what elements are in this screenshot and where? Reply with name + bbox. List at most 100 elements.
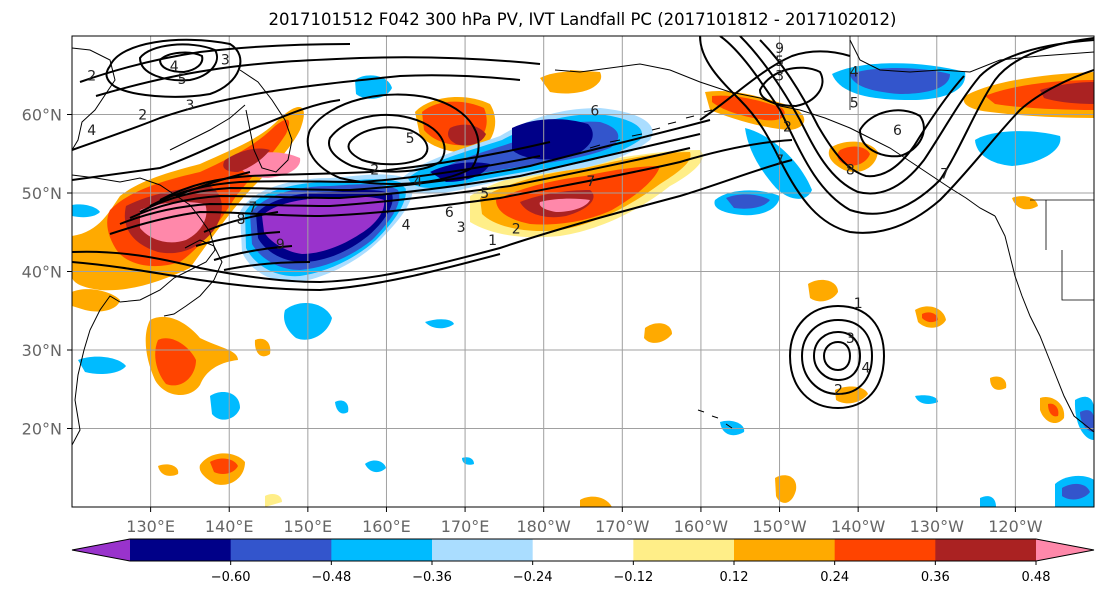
asia-coastline	[72, 47, 116, 151]
latitude-label: 20°N	[22, 420, 62, 439]
longitude-label: 180°W	[517, 517, 572, 536]
negative-anomaly-region	[975, 131, 1061, 166]
ivt-contour	[719, 36, 1094, 215]
contour-label: 2	[87, 68, 96, 84]
colorbar-tick-label: 0.24	[820, 570, 849, 585]
ivt-contour	[822, 340, 852, 372]
ivt-contour	[72, 74, 521, 151]
latitude-label: 30°N	[22, 341, 62, 360]
ivt-contour	[175, 171, 311, 271]
contour-label: 3	[775, 68, 784, 84]
longitude-label: 170°E	[441, 517, 490, 536]
longitude-label: 140°E	[205, 517, 254, 536]
contour-label: 1	[488, 233, 497, 249]
kamchatka-coastline	[239, 69, 293, 173]
colorbar-tick-label: −0.12	[613, 570, 653, 585]
colorbar-tick-label: 0.36	[921, 570, 950, 585]
contour-label: 3	[185, 98, 194, 114]
ivt-contour	[149, 155, 541, 207]
positive-anomaly-region	[835, 386, 868, 404]
contour-label: 5	[178, 72, 187, 88]
positive-anomaly-region	[448, 124, 486, 146]
north-america-coastline	[994, 215, 1094, 433]
contour-label: 3	[221, 53, 230, 69]
colorbar-segment	[834, 539, 936, 561]
contour-label: 6	[893, 123, 902, 139]
contour-label: 2	[512, 221, 521, 237]
contour-label: 5	[480, 186, 489, 202]
hawaii-islands	[697, 409, 733, 429]
colorbar-extend-high	[1036, 539, 1094, 561]
colorbar-segment	[432, 539, 534, 561]
negative-anomaly-region	[425, 319, 454, 329]
japan-coastline	[163, 239, 223, 317]
positive-anomaly-region	[210, 458, 238, 474]
latitude-label: 50°N	[22, 184, 62, 203]
negative-anomaly-region	[335, 400, 349, 414]
colorbar-segment	[935, 539, 1037, 561]
contour-label: 6	[590, 104, 599, 120]
ivt-contour	[699, 36, 1094, 234]
positive-anomaly-region	[837, 146, 870, 166]
longitude-label: 150°E	[284, 517, 333, 536]
positive-anomaly-region	[539, 198, 590, 212]
positive-anomaly-region	[580, 496, 612, 507]
contour-label: 7	[586, 174, 595, 190]
colorbar-segment	[230, 539, 332, 561]
map-title: 2017101512 F042 300 hPa PV, IVT Landfall…	[268, 10, 897, 29]
colorbar-segment	[734, 539, 836, 561]
ivt-contours	[72, 36, 1094, 410]
negative-anomaly-region	[262, 196, 385, 254]
colorbar-tick-label: −0.36	[412, 570, 452, 585]
colorbar-tick-label: 0.12	[720, 570, 749, 585]
positive-anomaly-region	[922, 312, 938, 323]
colorbar-tick-label: −0.48	[311, 570, 351, 585]
negative-anomaly-region	[1062, 483, 1090, 500]
negative-anomaly-region	[365, 460, 386, 473]
positive-anomaly-region	[254, 338, 271, 357]
positive-anomaly-region	[265, 494, 282, 507]
contour-label: 4	[413, 174, 422, 190]
positive-anomaly-region	[1012, 196, 1038, 210]
colorbar-segment	[331, 539, 433, 561]
colorbar-outline	[71, 538, 1095, 562]
contour-label: 4	[170, 59, 179, 75]
ivt-contour	[759, 39, 965, 178]
contour-label: 4	[87, 123, 96, 139]
longitude-label: 150°W	[752, 517, 807, 536]
colorbar-extend-low	[72, 539, 130, 561]
ivt-contour	[72, 159, 793, 284]
colorbar-segment	[633, 539, 735, 561]
positive-anomaly-region	[1048, 403, 1059, 417]
ivt-contour	[739, 36, 1094, 195]
negative-anomaly-region	[1080, 410, 1094, 432]
contour-label: 5	[775, 54, 784, 70]
positive-anomaly-region	[570, 70, 602, 89]
positive-anomaly-region	[808, 279, 838, 302]
contour-label: 1	[854, 296, 863, 312]
political-borders	[849, 36, 1094, 301]
ivt-contour	[95, 56, 541, 97]
colorbar-tick-label: −0.24	[513, 570, 553, 585]
ivt-contour	[72, 253, 501, 292]
contour-label: 4	[862, 360, 871, 376]
aleutian-islands	[589, 109, 713, 149]
contour-label: 8	[846, 162, 855, 178]
ivt-contour	[129, 133, 701, 219]
positive-anomaly-region	[72, 289, 120, 312]
ivt-contour	[119, 147, 691, 225]
longitude-label: 170°W	[595, 517, 650, 536]
ivt-contour	[138, 43, 218, 82]
negative-anomaly-region	[980, 496, 996, 507]
colorbar-segment	[130, 539, 232, 561]
ivt-contour	[347, 126, 429, 166]
contour-label: 4	[850, 64, 859, 80]
longitude-label: 120°W	[988, 517, 1043, 536]
positive-anomaly-region	[158, 464, 179, 476]
negative-anomaly-region	[210, 392, 240, 420]
arctic-coastline	[849, 39, 1094, 73]
ivt-contour	[858, 109, 925, 158]
ivt-contour	[328, 114, 446, 173]
